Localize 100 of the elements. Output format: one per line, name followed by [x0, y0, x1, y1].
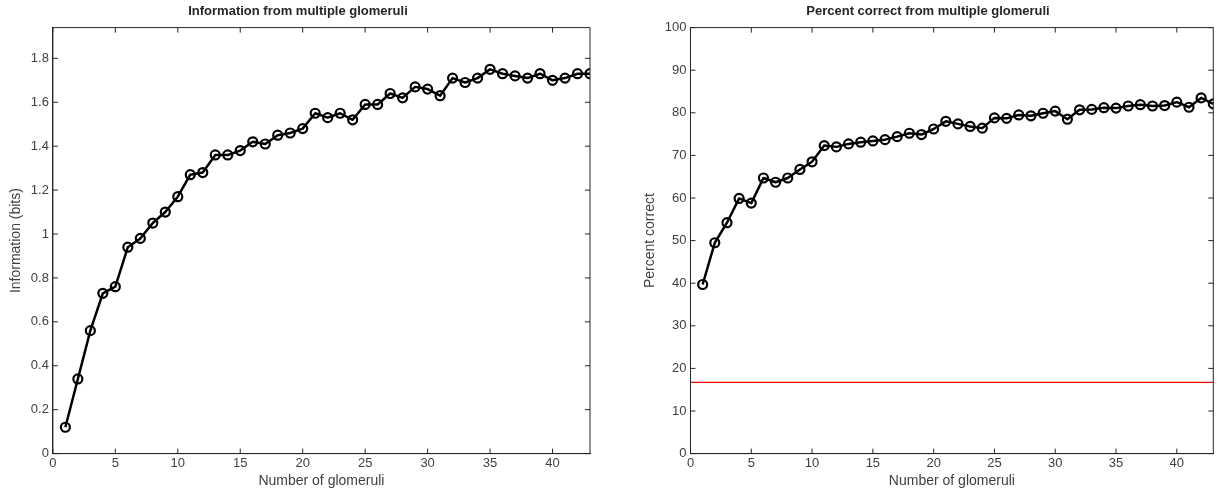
point [988, 112, 1001, 124]
y-tick-label: 100 [664, 19, 687, 35]
point [952, 118, 964, 130]
point [891, 131, 903, 143]
point [806, 156, 818, 168]
point [359, 98, 371, 111]
point [534, 68, 546, 80]
point [84, 325, 96, 337]
y-axis-title: Percent correct [641, 193, 658, 289]
point [546, 74, 559, 86]
x-tick-label: 40 [1169, 454, 1185, 470]
y-tick-label: 60 [672, 189, 687, 205]
point [782, 172, 794, 184]
x-axis-title: Number of glomeruli [888, 472, 1015, 489]
point [521, 72, 534, 84]
point [1061, 113, 1073, 125]
point [147, 217, 159, 229]
point [384, 87, 396, 100]
point [855, 136, 867, 148]
point [1001, 112, 1013, 124]
point [745, 197, 757, 209]
point [1049, 105, 1061, 117]
y-tick-label: 70 [672, 146, 687, 162]
point [434, 90, 446, 102]
point [903, 127, 915, 139]
y-axis-title: Information (bits) [7, 188, 24, 294]
point [879, 134, 891, 146]
point [1110, 102, 1122, 114]
x-tick-label: 5 [747, 454, 755, 470]
point [447, 72, 459, 84]
x-tick-label: 10 [804, 454, 820, 470]
point [757, 172, 770, 184]
point [159, 206, 171, 218]
point [259, 138, 271, 150]
point [709, 237, 721, 249]
point [284, 127, 296, 139]
y-tick-label: 0.8 [30, 269, 49, 285]
y-tick-label: 40 [672, 274, 687, 290]
x-axis-title: Number of glomeruli [258, 472, 385, 489]
x-tick-label: 30 [420, 454, 435, 470]
point [770, 176, 782, 188]
x-tick-label: 15 [233, 454, 248, 470]
point [1183, 101, 1195, 113]
point [309, 107, 321, 119]
point [272, 129, 284, 141]
y-tick-label: 1 [41, 225, 49, 241]
x-tick-label: 25 [357, 454, 373, 470]
point [247, 136, 259, 148]
y-tick-label: 1.6 [30, 93, 49, 109]
point [334, 107, 346, 119]
y-tick-label: 0.2 [30, 401, 49, 417]
x-tick-label: 5 [111, 454, 119, 470]
point [234, 144, 246, 157]
point [197, 166, 209, 179]
point [184, 169, 196, 181]
point [471, 72, 484, 84]
point [964, 120, 976, 133]
point [459, 76, 471, 89]
point [842, 138, 855, 150]
point [209, 149, 221, 161]
x-tick-label: 35 [1108, 454, 1124, 470]
point [940, 115, 952, 127]
y-tick-label: 10 [672, 402, 687, 418]
x-tick-label: 35 [482, 454, 498, 470]
point [830, 141, 842, 153]
point [1013, 109, 1025, 121]
point [1086, 103, 1098, 115]
y-tick-label: 80 [672, 104, 687, 120]
y-tick-label: 0.6 [30, 313, 49, 329]
point [1122, 100, 1134, 112]
point [571, 68, 584, 80]
x-tick-label: 20 [926, 454, 941, 470]
point [1073, 104, 1086, 116]
y-tick-label: 1.8 [30, 49, 49, 65]
x-tick-label: 40 [545, 454, 560, 470]
point [1159, 99, 1171, 112]
point [1025, 110, 1037, 122]
point [818, 140, 830, 152]
point [496, 68, 509, 80]
y-tick-label: 50 [672, 232, 687, 248]
point [97, 287, 109, 299]
point [322, 112, 334, 124]
x-tick-label: 25 [987, 454, 1002, 470]
point [1098, 102, 1110, 114]
point [794, 163, 806, 176]
y-tick-label: 1.4 [30, 137, 49, 153]
point [222, 149, 234, 161]
point [559, 72, 571, 84]
x-tick-label: 15 [865, 454, 881, 470]
point [1195, 92, 1207, 104]
chart-title: Percent correct from multiple glomeruli [806, 3, 1050, 19]
point [928, 123, 940, 135]
point [1171, 96, 1183, 108]
x-tick-label: 20 [295, 454, 310, 470]
point [122, 241, 134, 253]
point [1037, 107, 1049, 119]
point [697, 278, 709, 291]
point [109, 281, 121, 293]
point [733, 192, 745, 205]
point [915, 128, 928, 141]
